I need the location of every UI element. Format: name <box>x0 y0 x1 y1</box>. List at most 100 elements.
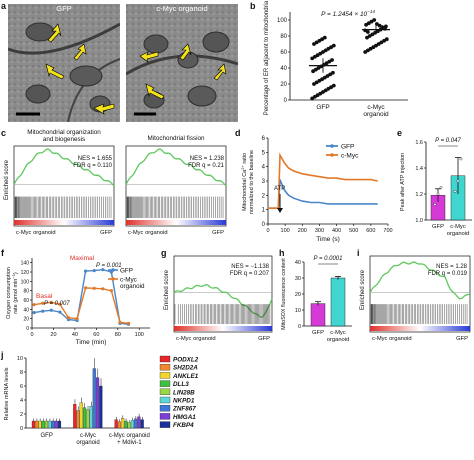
legend-label: DLL3 <box>173 381 189 388</box>
data-point <box>331 70 335 75</box>
bar <box>48 420 52 429</box>
x-tick-label: 80 <box>115 332 121 338</box>
panel-letter-j: j <box>1 350 4 360</box>
x-tick-label: 700 <box>383 228 392 234</box>
data-point <box>109 289 113 293</box>
panel-letter-e: e <box>397 128 403 138</box>
legend-label: c-Myc <box>120 277 137 284</box>
chart-b: 0 20 40 60 80 100 Percentage of ER adjacent to… <box>264 0 408 118</box>
basal-label: Basal <box>36 293 53 300</box>
x-tick-label: 200 <box>298 228 307 234</box>
data-point <box>101 287 105 291</box>
panel-b: b 0 20 40 60 80 100 Percentage of ER adjacent … <box>248 0 474 125</box>
y-tick-label: 40 <box>280 66 287 72</box>
x-tick-label: 40 <box>72 332 78 338</box>
legend-swatch <box>159 355 171 363</box>
legend-swatch <box>159 380 171 387</box>
chart-h: 0 10 20 30 40 MitoSOX fluorescence content GFP… <box>281 256 352 343</box>
chart-e: 1.0 1.2 1.4 1.6 Peak after ATP injection GFP c… <box>400 138 472 237</box>
y-tick-label: 2 <box>20 412 23 418</box>
bar <box>51 420 55 429</box>
y-axis-label-ratio: ratio <box>242 153 248 165</box>
gsea-stat: FDR q = 0.110 <box>73 163 112 169</box>
y-tick-label: 10 <box>17 356 23 362</box>
data-point <box>58 302 62 306</box>
gsea-c1-es-curve <box>13 148 115 187</box>
maximal-p-value: P = 0.001 <box>96 263 122 269</box>
legend-label: SH2D2A <box>173 365 198 372</box>
y-tick-label: 120 <box>21 270 30 276</box>
bar <box>73 404 77 429</box>
data-point <box>126 321 131 325</box>
arrow-icon <box>139 51 159 63</box>
y-tick-label: 60 <box>280 50 287 56</box>
data-point <box>49 300 53 304</box>
data-point <box>436 192 440 196</box>
bar <box>124 420 128 429</box>
y-tick-label: 4 <box>262 165 266 171</box>
panel-c: c Enriched score Mitochondrial organizati… <box>0 128 232 246</box>
y-tick-label: 100 <box>21 279 30 285</box>
y-axis-label-sup: 2+ <box>240 165 245 170</box>
x-tick-label: 100 <box>281 228 290 234</box>
y-tick-label: 1.2 <box>415 192 423 198</box>
gsea-x-left: c-Myc organoid <box>176 336 216 342</box>
arrow-icon <box>93 103 115 115</box>
bar <box>134 418 138 429</box>
data-point <box>330 58 334 62</box>
data-point <box>41 309 45 313</box>
data-point <box>384 37 389 42</box>
x-category-label: GFP <box>312 330 324 336</box>
data-point <box>366 30 370 34</box>
x-tick-label: 600 <box>366 228 375 234</box>
y-tick-label: 0 <box>262 222 266 228</box>
legend-label: GFP <box>341 144 354 151</box>
gsea-g-plot <box>173 255 273 333</box>
bar <box>31 420 35 429</box>
annotation-label: ATP <box>274 186 285 192</box>
panel-a: a GFP <box>0 0 246 125</box>
x-tick-label: 60 <box>93 332 99 338</box>
x-tick-label: 0 <box>266 228 269 234</box>
panel-i: i Enriched score NES = 1.28 FDR q = 0.019 c… <box>356 248 474 348</box>
legend-swatch <box>159 413 171 420</box>
y-tick-label: 0 <box>20 426 23 432</box>
panel-letter-g: g <box>161 248 167 258</box>
y-axis-label-sup: −1 <box>11 273 16 278</box>
legend-swatch <box>159 388 171 395</box>
data-point <box>322 35 327 40</box>
data-point <box>49 308 53 312</box>
y-tick-label: 60 <box>23 298 29 304</box>
gsea-x-right: GFP <box>212 230 224 236</box>
legend-label: ANKLE1 <box>172 373 199 380</box>
x-group-label: c-Myc <box>80 433 96 439</box>
y-tick-label: 40 <box>295 260 301 266</box>
x-tick-label: 20 <box>50 332 56 338</box>
y-tick-label: 10 <box>295 308 301 314</box>
p-value-exponent: −14 <box>367 9 375 14</box>
y-tick-label: 1.0 <box>415 218 423 224</box>
gsea-title: Mitochondrial organization <box>27 129 101 136</box>
data-point <box>433 203 437 206</box>
gsea-g-frame <box>173 255 273 333</box>
y-axis-label: Peak after ATP injection <box>400 153 406 211</box>
y-axis-label: Percentage of ER adjacent to mitochondri… <box>264 0 270 115</box>
chart-c: Enriched score Mitochondrial organization… <box>4 129 227 236</box>
bar <box>99 385 103 429</box>
p-value-label: P = 0.047 <box>435 138 461 144</box>
annotation-arrow-icon <box>277 208 283 213</box>
y-tick-label: 4 <box>20 398 23 404</box>
bar <box>117 421 121 429</box>
y-tick-label: 140 <box>21 261 30 267</box>
micrograph-myc-title: c-Myc organoid <box>156 4 208 13</box>
bar <box>82 407 87 429</box>
x-category-label: c-Myc <box>367 104 385 111</box>
series-line-myc <box>268 152 378 209</box>
bar <box>92 368 96 429</box>
bar <box>96 377 100 429</box>
x-category-label: organoid <box>447 231 470 237</box>
gsea-stat: NES = 1.238 <box>190 156 225 162</box>
bar <box>79 402 83 429</box>
panel-letter-b: b <box>250 1 256 11</box>
